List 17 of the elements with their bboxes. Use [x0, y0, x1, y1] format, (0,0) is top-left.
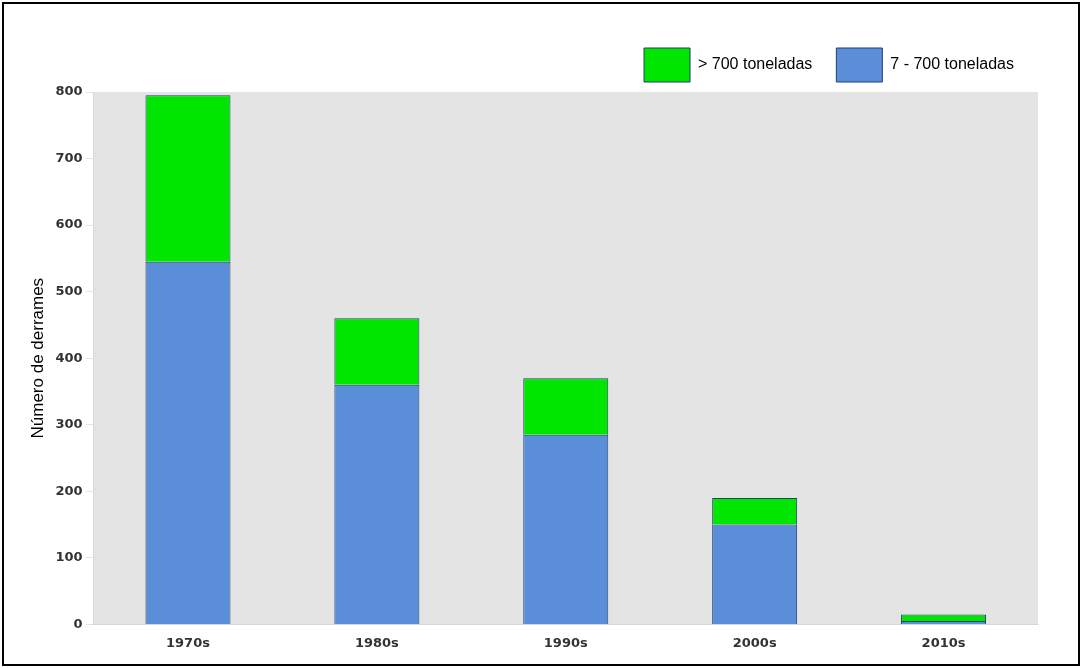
y-tick-label: 100 — [55, 549, 83, 565]
y-tick-label: 500 — [55, 283, 83, 299]
x-tick-label: 1970s — [166, 634, 211, 650]
y-tick-label: 300 — [55, 416, 83, 432]
y-tick-label: 600 — [55, 216, 83, 232]
y-tick-label: 200 — [55, 482, 83, 498]
legend-label: 7 - 700 toneladas — [890, 55, 1015, 73]
y-tick-label: 800 — [55, 83, 83, 99]
y-tick-label: 400 — [55, 349, 83, 365]
legend-label: > 700 toneladas — [698, 55, 813, 73]
x-tick-label: 1980s — [354, 634, 400, 650]
y-tick-label: 0 — [73, 615, 83, 631]
x-tick-label: 2010s — [921, 634, 966, 650]
x-tick-label: 2000s — [732, 634, 777, 650]
y-axis-title: Número de derrames — [27, 277, 47, 439]
x-tick-label: 1990s — [543, 634, 588, 650]
y-tick-label: 700 — [55, 149, 83, 165]
